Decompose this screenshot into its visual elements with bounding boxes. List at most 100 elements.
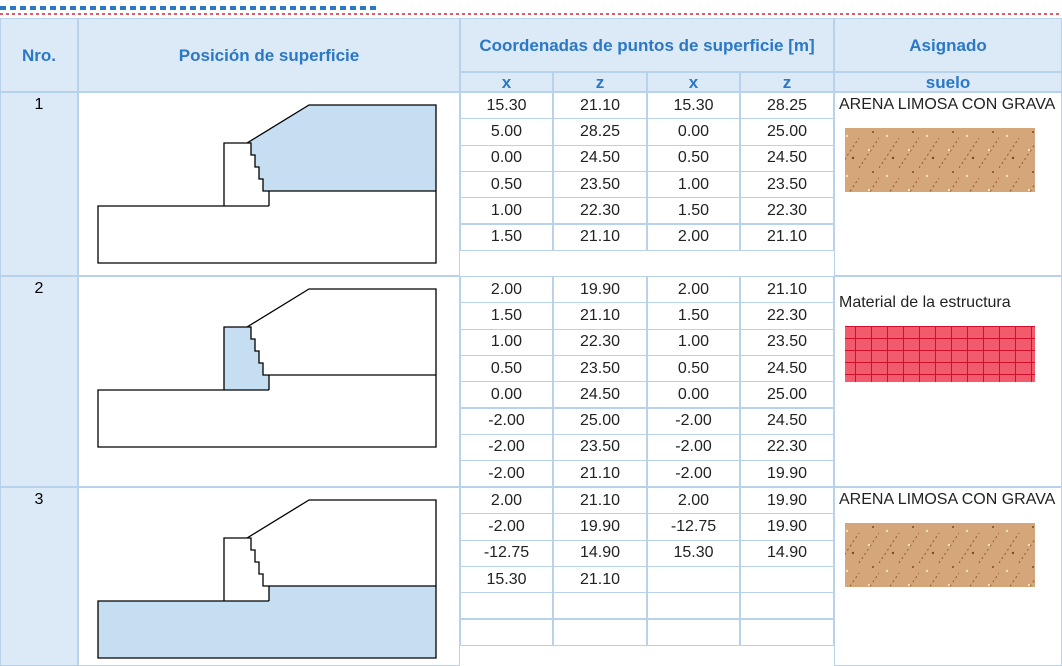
coordinate bbox=[740, 565, 834, 594]
coordinate: 0.50 bbox=[460, 170, 553, 199]
row-number: 1 bbox=[0, 92, 78, 276]
row-number: 2 bbox=[0, 276, 78, 487]
position-cell bbox=[78, 276, 460, 487]
coordinate: 1.00 bbox=[647, 170, 740, 199]
coordinate: 14.90 bbox=[553, 539, 647, 567]
header-assigned: Asignado bbox=[834, 18, 1062, 72]
coordinate: 24.50 bbox=[553, 381, 647, 409]
coordinate: 24.50 bbox=[553, 144, 647, 172]
coordinate: 22.30 bbox=[740, 433, 834, 462]
section-diagram bbox=[97, 288, 437, 448]
coordinate: -12.75 bbox=[460, 539, 553, 567]
coordinate bbox=[647, 592, 740, 620]
coordinate: 2.00 bbox=[460, 276, 553, 304]
row-number: 3 bbox=[0, 487, 78, 666]
coordinate: 21.10 bbox=[740, 276, 834, 304]
coordinate: 1.00 bbox=[647, 328, 740, 356]
coordinate: 2.00 bbox=[460, 487, 553, 515]
coordinate: 15.30 bbox=[460, 565, 553, 594]
swatch-pattern bbox=[845, 128, 1035, 192]
section-diagram bbox=[97, 104, 437, 264]
coordinate: 5.00 bbox=[460, 118, 553, 146]
coordinate: 0.50 bbox=[460, 354, 553, 383]
header-sub: suelo bbox=[834, 72, 1062, 92]
section-diagram bbox=[97, 499, 437, 659]
header-sub: z bbox=[553, 72, 647, 92]
coordinate: 21.10 bbox=[553, 92, 647, 120]
coordinate: 15.30 bbox=[647, 92, 740, 120]
coordinate: 21.10 bbox=[553, 302, 647, 330]
coordinate: 0.00 bbox=[460, 381, 553, 409]
coordinate: 25.00 bbox=[740, 381, 834, 409]
coordinate bbox=[740, 618, 834, 646]
coordinate: 23.50 bbox=[740, 170, 834, 199]
position-cell bbox=[78, 487, 460, 666]
header-nro: Nro. bbox=[0, 18, 78, 92]
header-coords: Coordenadas de puntos de superficie [m] bbox=[460, 18, 834, 72]
coordinate: 23.50 bbox=[553, 354, 647, 383]
material-cell: ARENA LIMOSA CON GRAVA bbox=[834, 487, 1062, 666]
coordinate: 24.50 bbox=[740, 407, 834, 435]
coordinate: -2.00 bbox=[460, 513, 553, 541]
coordinate: 15.30 bbox=[460, 92, 553, 120]
coordinate: 1.50 bbox=[460, 223, 553, 251]
coordinate bbox=[460, 592, 553, 620]
coordinate: -2.00 bbox=[460, 460, 553, 488]
coordinate: -2.00 bbox=[460, 407, 553, 435]
material-name: ARENA LIMOSA CON GRAVA bbox=[839, 491, 1056, 508]
coordinate: 1.00 bbox=[460, 328, 553, 356]
material-swatch bbox=[839, 523, 1057, 592]
coordinate: 1.50 bbox=[647, 197, 740, 225]
coordinate: 1.00 bbox=[460, 197, 553, 225]
material-name: ARENA LIMOSA CON GRAVA bbox=[839, 96, 1056, 113]
coordinate: 22.30 bbox=[740, 197, 834, 225]
coordinate: 23.50 bbox=[740, 328, 834, 356]
coordinate: 2.00 bbox=[647, 487, 740, 515]
coordinate: 0.00 bbox=[647, 118, 740, 146]
coordinate bbox=[647, 565, 740, 594]
coordinate: 0.50 bbox=[647, 354, 740, 383]
coordinate: 25.00 bbox=[553, 407, 647, 435]
coordinate: 21.10 bbox=[553, 460, 647, 488]
coordinate bbox=[553, 592, 647, 620]
coordinate: 23.50 bbox=[553, 433, 647, 462]
material-cell: ARENA LIMOSA CON GRAVA bbox=[834, 92, 1062, 276]
coordinate bbox=[460, 618, 553, 646]
coordinate: 0.50 bbox=[647, 144, 740, 172]
coordinate: -12.75 bbox=[647, 513, 740, 541]
coordinate: 24.50 bbox=[740, 354, 834, 383]
coordinate: 19.90 bbox=[740, 513, 834, 541]
coordinate: 14.90 bbox=[740, 539, 834, 567]
coordinate: 21.10 bbox=[553, 487, 647, 515]
top-rule bbox=[0, 6, 1062, 15]
coordinate: 23.50 bbox=[553, 170, 647, 199]
coordinate: 21.10 bbox=[740, 223, 834, 251]
coordinate: 28.25 bbox=[740, 92, 834, 120]
coordinate: 0.00 bbox=[460, 144, 553, 172]
coordinate: 21.10 bbox=[553, 565, 647, 594]
swatch-pattern bbox=[845, 326, 1035, 382]
coordinate bbox=[553, 618, 647, 646]
coordinate: 22.30 bbox=[740, 302, 834, 330]
coordinate: 19.90 bbox=[740, 460, 834, 488]
coordinate: 1.50 bbox=[460, 302, 553, 330]
header-sub: z bbox=[740, 72, 834, 92]
coordinate: 15.30 bbox=[647, 539, 740, 567]
position-cell bbox=[78, 92, 460, 276]
material-name: Material de la estructura bbox=[839, 294, 1011, 311]
header-sub: x bbox=[647, 72, 740, 92]
coordinate: 2.00 bbox=[647, 276, 740, 304]
coordinate: 22.30 bbox=[553, 328, 647, 356]
header-position: Posición de superficie bbox=[78, 18, 460, 92]
coordinate: 19.90 bbox=[553, 513, 647, 541]
coordinate bbox=[647, 618, 740, 646]
coordinate: 19.90 bbox=[740, 487, 834, 515]
coordinate: 28.25 bbox=[553, 118, 647, 146]
coordinate: 24.50 bbox=[740, 144, 834, 172]
coordinate: -2.00 bbox=[647, 460, 740, 488]
material-swatch bbox=[839, 128, 1057, 197]
coordinate: 25.00 bbox=[740, 118, 834, 146]
coordinate: -2.00 bbox=[647, 407, 740, 435]
coordinate: 0.00 bbox=[647, 381, 740, 409]
